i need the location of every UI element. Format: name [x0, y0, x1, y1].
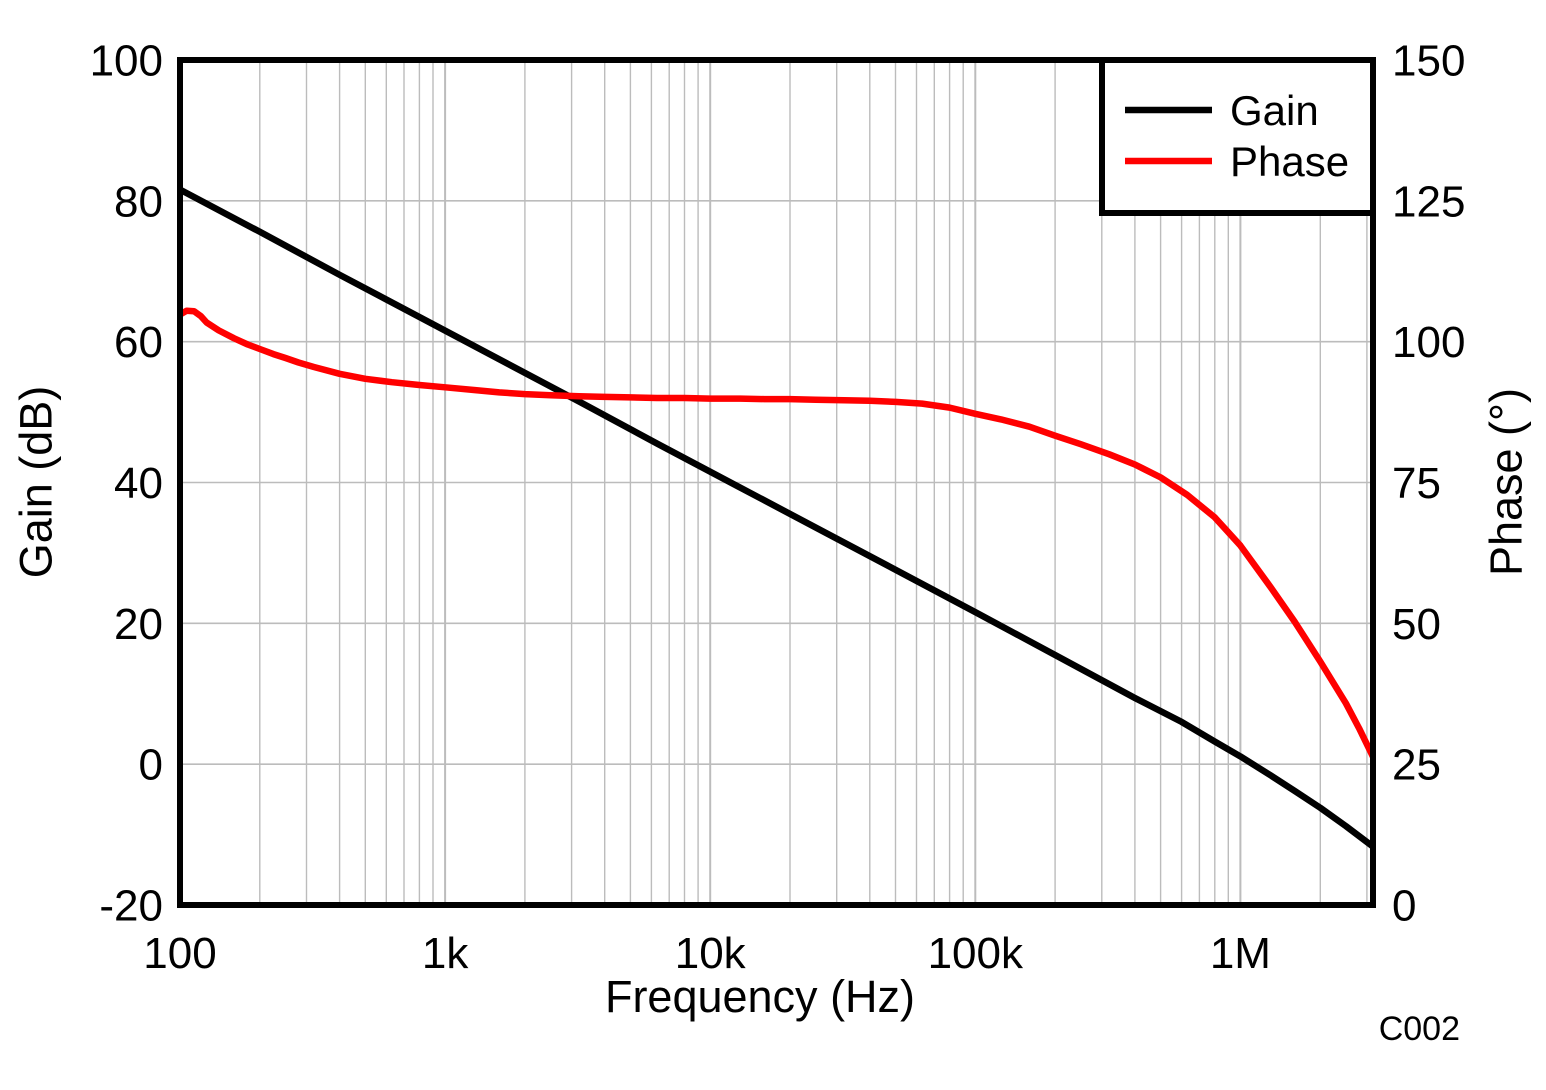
- y-left-tick-label: 20: [114, 600, 163, 649]
- y-left-tick-label: 80: [114, 177, 163, 226]
- y-left-tick-label: 40: [114, 459, 163, 508]
- x-tick-label: 100: [143, 929, 216, 978]
- y-right-tick-label: 125: [1392, 177, 1465, 226]
- gain-curve: [180, 186, 1373, 850]
- y-right-tick-label: 0: [1392, 882, 1416, 931]
- legend-label-phase: Phase: [1230, 138, 1349, 185]
- y-right-tick-label: 75: [1392, 459, 1441, 508]
- legend-box: [1099, 57, 1376, 216]
- x-tick-label: 100k: [928, 929, 1024, 978]
- y-left-tick-label: 0: [139, 741, 163, 790]
- y-left-axis-title: Gain (dB): [11, 386, 62, 579]
- x-tick-label: 10k: [675, 929, 747, 978]
- watermark-label: C002: [1379, 1010, 1460, 1048]
- y-right-tick-label: 25: [1392, 741, 1441, 790]
- legend-label-gain: Gain: [1230, 87, 1319, 134]
- y-left-tick-label: -20: [99, 882, 163, 931]
- y-right-tick-label: 100: [1392, 318, 1465, 367]
- tick-labels: 100 80 60 40 20 0 -20 150 125 100 75 50 25 0 100 1k 10k 1…: [90, 37, 1466, 979]
- x-tick-label: 1M: [1210, 929, 1271, 978]
- y-left-tick-label: 100: [90, 37, 163, 86]
- x-axis-title: Frequency (Hz): [605, 971, 915, 1022]
- plot-border: [177, 57, 1376, 908]
- y-right-axis-title: Phase (°): [1481, 388, 1532, 576]
- phase-curve: [180, 307, 1373, 761]
- y-right-tick-label: 150: [1392, 37, 1465, 86]
- y-right-tick-label: 50: [1392, 600, 1441, 649]
- x-tick-label: 1k: [422, 929, 469, 978]
- y-left-tick-label: 60: [114, 318, 163, 367]
